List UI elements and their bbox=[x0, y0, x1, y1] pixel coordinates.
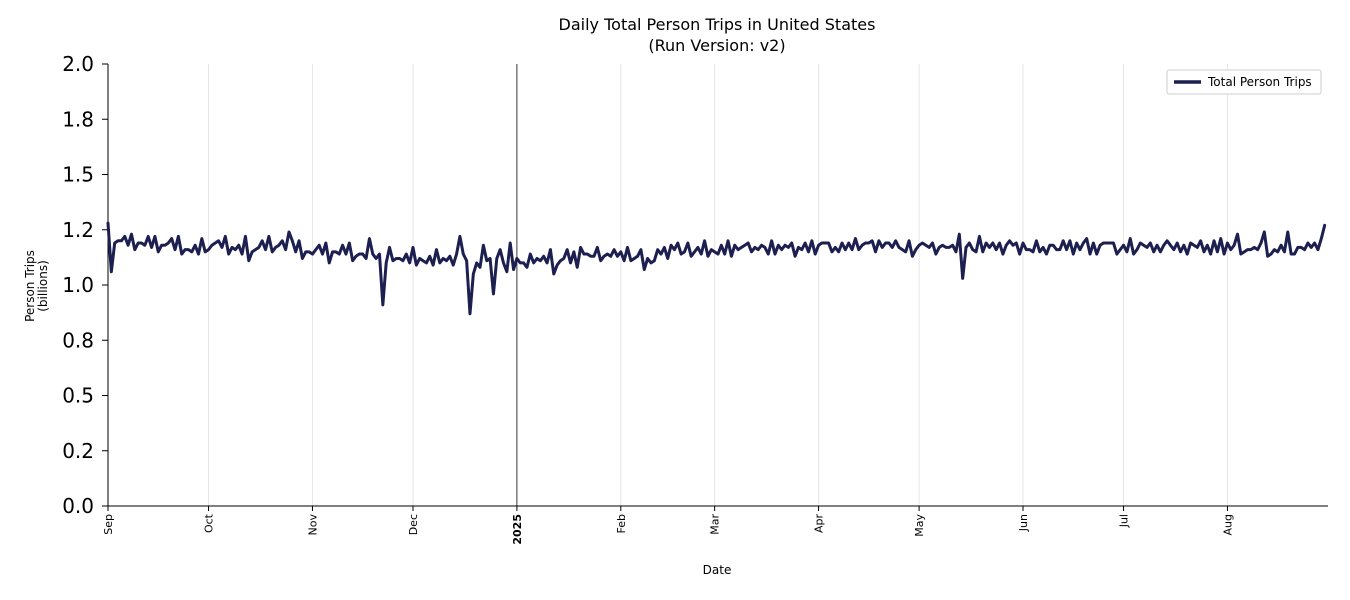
legend: Total Person Trips bbox=[1166, 69, 1322, 95]
x-tick-label: Jun bbox=[1017, 514, 1030, 532]
y-tick-label: 0.0 bbox=[62, 494, 94, 518]
x-tick-label: 2025 bbox=[511, 514, 524, 545]
x-tick-label: Apr bbox=[813, 514, 826, 534]
y-tick-label: 1.8 bbox=[62, 107, 94, 131]
chart-title: Daily Total Person Trips in United State… bbox=[559, 15, 876, 34]
series-layer bbox=[106, 221, 1327, 316]
y-tick-label: 2.0 bbox=[62, 52, 94, 76]
axes: Sep Oct Nov Dec 2025 Feb Mar Apr May Jun Jul Aug 0.0… bbox=[62, 52, 1328, 545]
x-tick-label: May bbox=[913, 514, 926, 537]
x-tick-label: Nov bbox=[306, 514, 319, 536]
y-axis-label: Person Trips bbox=[23, 250, 37, 322]
y-tick-label: 0.2 bbox=[62, 439, 94, 463]
x-tick-label: Sep bbox=[102, 514, 115, 535]
x-tick-label: Oct bbox=[203, 513, 216, 533]
legend-frame bbox=[1166, 69, 1322, 95]
x-tick-label: Mar bbox=[709, 514, 722, 535]
x-tick-label: Feb bbox=[615, 514, 628, 533]
y-tick-label: 0.5 bbox=[62, 384, 94, 408]
x-tick-label: Jul bbox=[1118, 514, 1131, 528]
x-tick-label: Aug bbox=[1221, 514, 1234, 535]
gridlines bbox=[107, 64, 1228, 506]
legend-label-total-person-trips: Total Person Trips bbox=[1207, 75, 1312, 89]
x-tick-label: Dec bbox=[407, 514, 420, 535]
y-axis-unit: (billions) bbox=[36, 260, 50, 312]
y-tick-label: 1.0 bbox=[62, 273, 94, 297]
y-tick-label: 0.8 bbox=[62, 328, 94, 352]
chart-subtitle: (Run Version: v2) bbox=[648, 36, 785, 55]
y-tick-label: 1.5 bbox=[62, 163, 94, 187]
y-tick-label: 1.2 bbox=[62, 218, 94, 242]
series-line-total-person-trips bbox=[106, 221, 1327, 316]
x-axis-label: Date bbox=[703, 563, 732, 577]
